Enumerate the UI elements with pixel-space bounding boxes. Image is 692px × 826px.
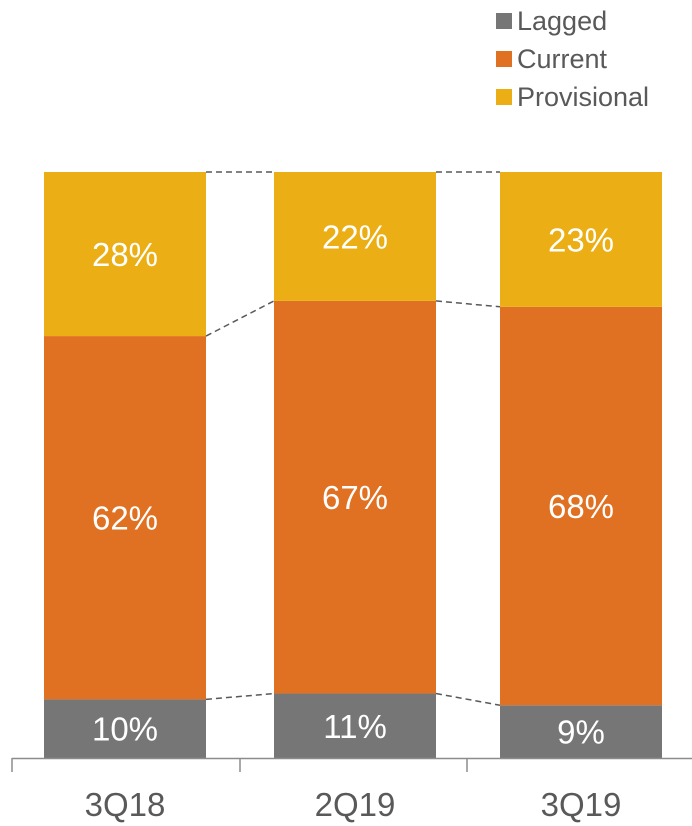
legend-item-current: Current xyxy=(496,40,649,78)
bar-segment-current-3q18 xyxy=(44,336,206,700)
data-label-current-2q19: 67% xyxy=(322,479,388,516)
connector-line xyxy=(205,692,275,701)
legend-item-provisional: Provisional xyxy=(496,78,649,116)
legend-swatch-current xyxy=(496,51,512,67)
legend: Lagged Current Provisional xyxy=(496,2,649,116)
bar-segment-lagged-3q19 xyxy=(500,705,662,758)
bar-segment-provisional-3q18 xyxy=(44,172,206,337)
data-label-lagged-3q18: 10% xyxy=(92,711,158,748)
legend-swatch-provisional xyxy=(496,89,512,105)
data-label-current-3q19: 68% xyxy=(548,488,614,525)
data-label-provisional-3q18: 28% xyxy=(92,236,158,273)
x-tick-label-3q19: 3Q19 xyxy=(541,786,622,823)
legend-label-provisional: Provisional xyxy=(517,81,650,112)
data-label-current-3q18: 62% xyxy=(92,500,158,537)
connector-line xyxy=(205,300,275,337)
data-label-lagged-3q19: 9% xyxy=(557,714,605,751)
legend-item-lagged: Lagged xyxy=(496,2,649,40)
bar-segment-current-2q19 xyxy=(274,300,436,694)
x-tick-label-2q19: 2Q19 xyxy=(315,786,396,823)
legend-label-current: Current xyxy=(517,43,608,74)
data-label-provisional-3q19: 23% xyxy=(548,221,614,258)
connector-line xyxy=(435,692,501,706)
bar-segment-provisional-2q19 xyxy=(274,172,436,301)
bar-segment-current-3q19 xyxy=(500,306,662,706)
x-tick-label-3q18: 3Q18 xyxy=(85,786,166,823)
data-label-lagged-2q19: 11% xyxy=(323,708,387,745)
legend-swatch-lagged xyxy=(496,13,512,29)
bar-segment-provisional-3q19 xyxy=(500,172,662,307)
bar-segment-lagged-2q19 xyxy=(274,693,436,758)
bar-segment-lagged-3q18 xyxy=(44,699,206,758)
legend-label-lagged: Lagged xyxy=(517,5,608,36)
connector-line xyxy=(435,300,501,308)
data-label-provisional-2q19: 22% xyxy=(322,218,388,255)
